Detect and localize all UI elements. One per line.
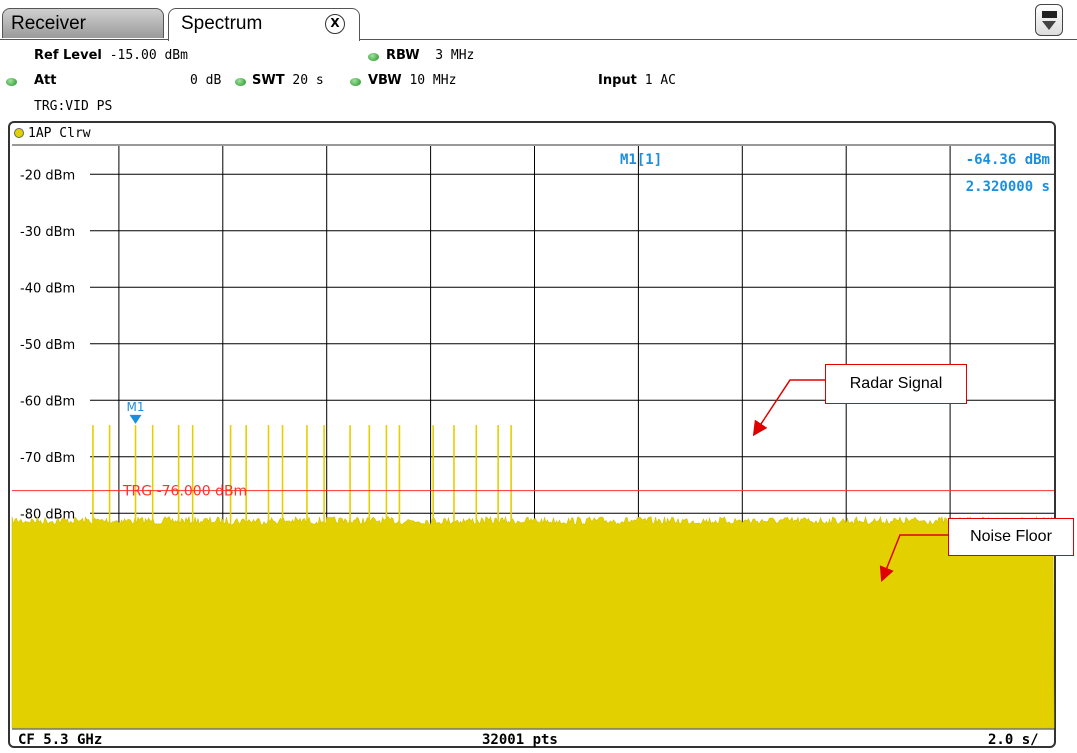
y-tick-label: -80 dBm: [20, 507, 75, 522]
marker-readout-level: -64.36 dBm: [966, 152, 1050, 168]
rbw-value: 3 MHz: [435, 48, 475, 63]
marker-readout-time: 2.320000 s: [966, 179, 1050, 195]
tab-bar: Receiver Spectrum X: [0, 0, 1077, 41]
diagram-frame: [8, 121, 1056, 748]
marker-readout-label: M1[1]: [620, 152, 662, 168]
marker-m1[interactable]: M1 M1[1] -64.36 dBm 2.320000 s: [127, 152, 1050, 424]
tab-receiver-label: Receiver: [11, 13, 86, 34]
trigger-setting: TRG:VID PS: [34, 99, 113, 114]
trace-indicator-icon: [14, 128, 24, 138]
rbw-label: RBW: [386, 48, 420, 63]
rbw: RBW 3 MHz: [386, 48, 474, 63]
ref-level-value: -15.00 dBm: [109, 48, 188, 63]
vbw-coupled-indicator: [350, 78, 361, 86]
swt-label: SWT: [252, 73, 285, 88]
noise-floor-trace: [11, 515, 1055, 729]
ref-level: Ref Level -15.00 dBm: [34, 48, 188, 63]
att-label: Att: [34, 73, 57, 88]
sweep-points: 32001 pts: [482, 732, 558, 748]
vbw-value: 10 MHz: [409, 73, 457, 88]
time-per-division: 2.0 s/: [988, 732, 1039, 748]
ref-level-label: Ref Level: [34, 48, 102, 63]
tab-spectrum-label: Spectrum: [181, 13, 263, 34]
radar-pulses: [92, 425, 512, 524]
tab-spectrum[interactable]: Spectrum X: [168, 8, 360, 41]
trace-label: 1AP Clrw: [28, 126, 91, 141]
grid: [90, 146, 1054, 728]
input-value: 1 AC: [644, 73, 677, 88]
input: Input 1 AC: [598, 73, 676, 88]
tab-receiver[interactable]: Receiver: [2, 8, 164, 38]
swt: SWT 20 s: [252, 73, 324, 88]
vbw-label: VBW: [368, 73, 402, 88]
y-tick-label: -20 dBm: [20, 168, 75, 183]
vbw: VBW 10 MHz: [368, 73, 456, 88]
input-label: Input: [598, 73, 637, 88]
att: Att: [34, 73, 57, 88]
trigger-label: TRG -76.000 dBm: [122, 484, 247, 500]
y-tick-label: -40 dBm: [20, 281, 75, 296]
y-tick-label: -50 dBm: [20, 338, 75, 353]
swt-value: 20 s: [292, 73, 324, 88]
center-frequency: CF 5.3 GHz: [18, 732, 103, 748]
annotation-noise-floor: Noise Floor: [948, 518, 1074, 556]
att-coupled-indicator: [6, 78, 17, 86]
y-tick-label: -30 dBm: [20, 225, 75, 240]
trigger-line: TRG -76.000 dBm: [12, 484, 1054, 500]
swt-coupled-indicator: [235, 78, 246, 86]
close-x-icon[interactable]: X: [325, 14, 345, 34]
annotation-radar-signal: Radar Signal: [825, 364, 967, 404]
window-menu-icon[interactable]: [1035, 4, 1063, 36]
y-tick-label: -60 dBm: [20, 394, 75, 409]
y-tick-labels: -20 dBm -30 dBm -40 dBm -50 dBm -60 dBm -70 d…: [20, 168, 75, 522]
att-value: 0 dB: [190, 73, 222, 88]
marker-label: M1: [127, 400, 145, 414]
y-tick-label: -70 dBm: [20, 451, 75, 466]
rbw-coupled-indicator: [368, 53, 379, 61]
marker-triangle-icon[interactable]: [129, 414, 142, 424]
